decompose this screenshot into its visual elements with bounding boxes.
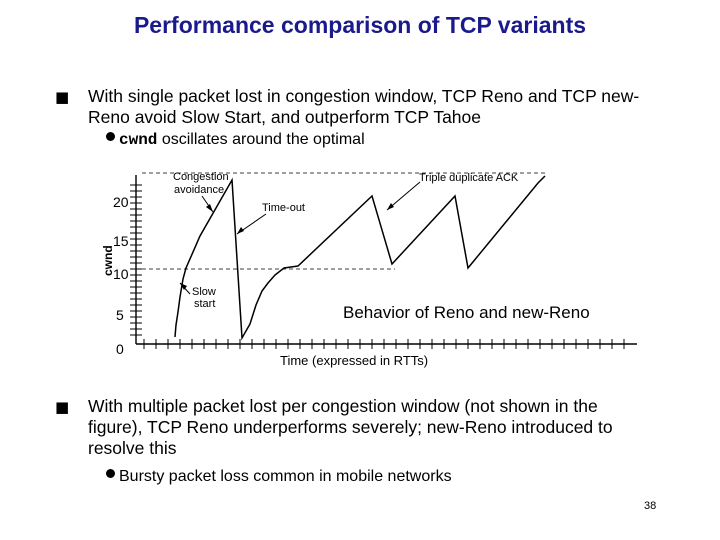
bullet-1-text: With single packet lost in congestion wi… xyxy=(88,86,640,127)
sub-bullet-1: cwnd oscillates around the optimal xyxy=(106,131,365,149)
y-tick-15: 15 xyxy=(113,233,129,249)
sub-bullet-1-text: oscillates around the optimal xyxy=(157,131,365,148)
cwnd-curve xyxy=(174,175,546,341)
slide-title: Performance comparison of TCP variants xyxy=(133,12,587,38)
dot-bullet-icon xyxy=(106,469,115,478)
bullet-2: ■ With multiple packet lost per congesti… xyxy=(55,396,648,459)
congestion-avoidance-label-line1: Congestion xyxy=(173,171,229,183)
x-axis-label: Time (expressed in RTTs) xyxy=(280,353,428,368)
bullet-1: ■ With single packet lost in congestion … xyxy=(55,86,668,128)
dot-bullet-icon xyxy=(106,132,115,141)
sub-bullet-2: Bursty packet loss common in mobile netw… xyxy=(106,468,452,486)
congestion-avoidance-label-line2: avoidance xyxy=(174,184,224,196)
triple-dup-ack-label: Triple duplicate ACK xyxy=(419,172,519,184)
slow-start-arrowhead xyxy=(180,283,187,290)
slow-start-label-line1: Slow xyxy=(192,286,216,298)
slow-start-label-line2: start xyxy=(194,298,215,310)
congestion-avoidance-arrowhead xyxy=(206,204,213,212)
timeout-arrowhead xyxy=(237,227,244,234)
y-axis-label: cwnd xyxy=(101,245,115,276)
timeout-label: Time-out xyxy=(262,202,305,214)
sub-bullet-2-text: Bursty packet loss common in mobile netw… xyxy=(119,468,452,485)
y-tick-5: 5 xyxy=(116,307,124,323)
square-bullet-icon: ■ xyxy=(55,398,70,416)
triple-dup-ack-arrowhead xyxy=(387,203,394,210)
square-bullet-icon: ■ xyxy=(55,88,70,106)
y-axis-ticks xyxy=(130,184,142,336)
y-tick-20: 20 xyxy=(113,194,129,210)
x-axis-ticks xyxy=(143,339,625,349)
cwnd-code: cwnd xyxy=(119,131,158,149)
bullet-2-text: With multiple packet lost per congestion… xyxy=(88,396,613,458)
behavior-label: Behavior of Reno and new-Reno xyxy=(343,303,590,322)
y-tick-10: 10 xyxy=(113,266,129,282)
y-tick-0: 0 xyxy=(116,341,124,357)
page-number: 38 xyxy=(644,500,657,512)
